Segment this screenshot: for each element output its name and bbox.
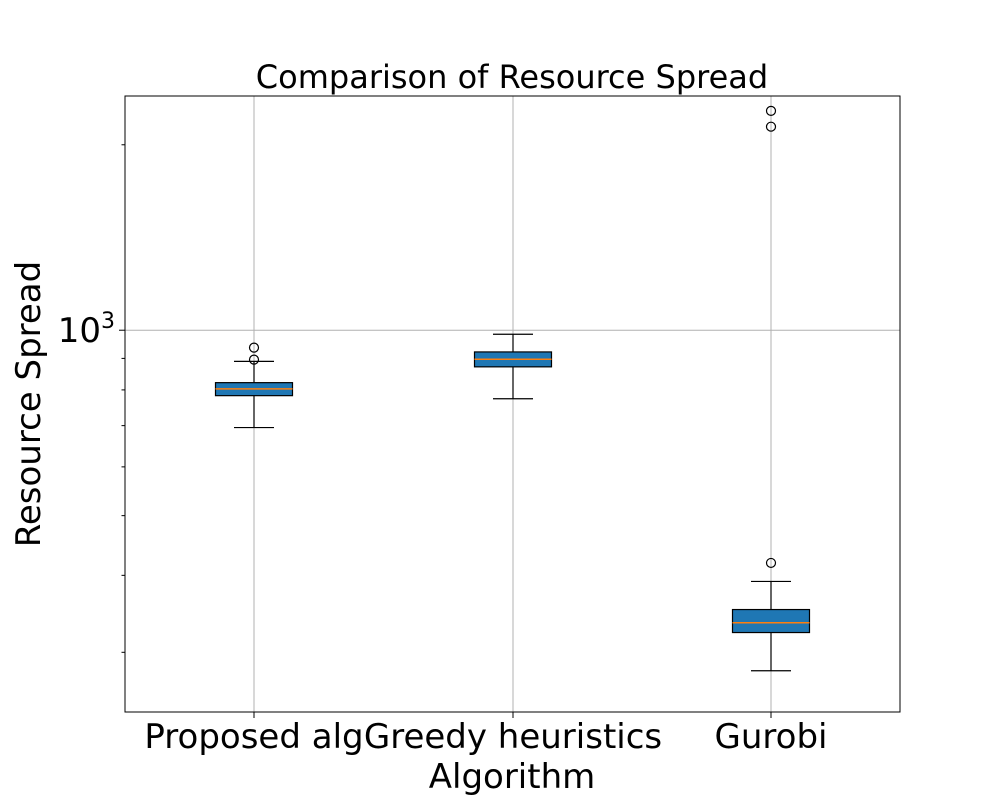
tick-layer: 103 Proposed alg Greedy heuristics Gurobi — [58, 144, 828, 757]
outlier-point — [248, 342, 260, 353]
box-1 — [214, 342, 294, 429]
chart-title: Comparison of Resource Spread — [256, 58, 768, 96]
outlier-point — [765, 105, 777, 116]
y-axis-label: Resource Spread — [9, 261, 49, 547]
x-tick-label: Gurobi — [715, 717, 828, 757]
box-3 — [731, 105, 811, 672]
outlier-point — [248, 354, 260, 365]
outlier-point — [765, 557, 777, 569]
x-tick-label: Proposed alg — [144, 717, 363, 757]
y-tick-label: 103 — [58, 309, 115, 351]
x-axis-label: Algorithm — [429, 757, 596, 797]
outlier-point — [765, 121, 777, 132]
x-tick-label: Greedy heuristics — [364, 717, 662, 757]
box-iqr — [731, 608, 811, 634]
box-2 — [473, 333, 553, 400]
box-layer — [214, 105, 811, 672]
